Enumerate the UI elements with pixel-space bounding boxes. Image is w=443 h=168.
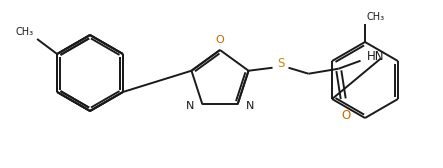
Text: HN: HN (366, 50, 384, 63)
Text: CH₃: CH₃ (16, 27, 34, 37)
Text: CH₃: CH₃ (367, 12, 385, 22)
Text: N: N (245, 101, 254, 111)
Text: O: O (341, 109, 350, 122)
Text: S: S (277, 57, 284, 70)
Text: O: O (216, 35, 224, 45)
Text: N: N (186, 101, 194, 111)
